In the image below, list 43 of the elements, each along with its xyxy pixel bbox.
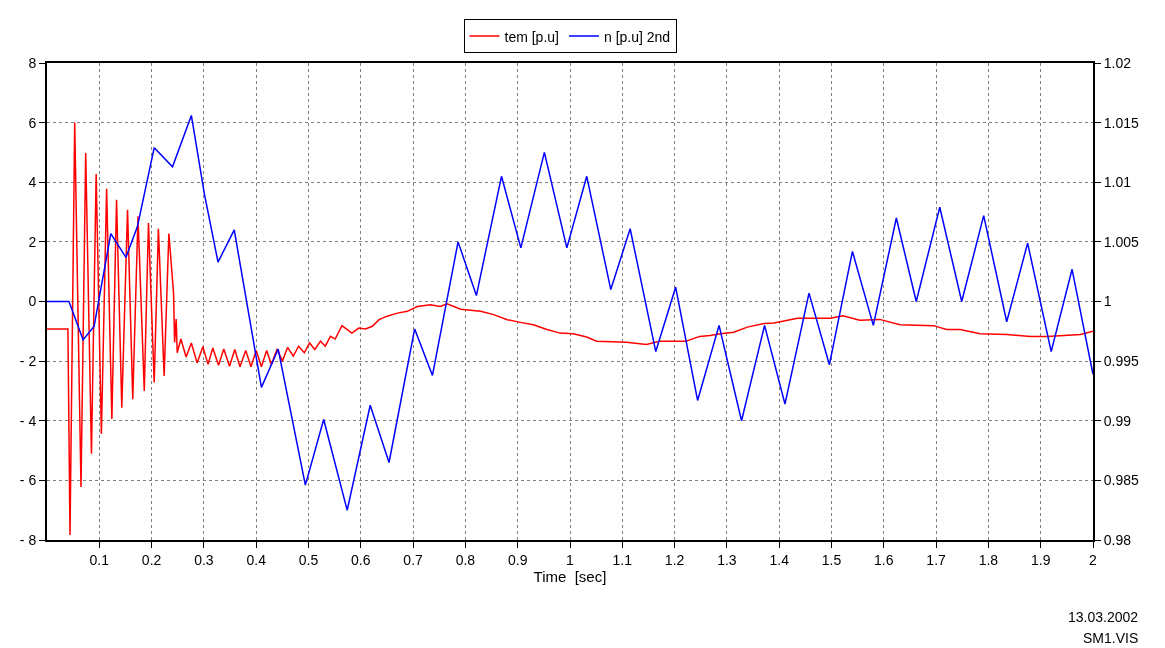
y2-tick-label: 0.99 — [1103, 412, 1132, 429]
x-tick-label: 1.6 — [874, 551, 894, 568]
x-tick-label: 0.6 — [351, 551, 371, 568]
y2-tick-label: 1.005 — [1103, 233, 1140, 250]
text: 13.03.2002 — [1068, 609, 1139, 625]
text: SM1.VIS — [1083, 630, 1139, 646]
x-tick-label: 0.7 — [403, 551, 424, 568]
x-axis-title: Time [sec] — [533, 567, 607, 585]
y2-tick-label: 0.98 — [1103, 531, 1132, 548]
y2-tick-label: 1.01 — [1103, 174, 1132, 191]
x-tick-label: 0.4 — [246, 551, 267, 568]
x-tick-label: 0.1 — [89, 551, 110, 568]
x-tick-label: 1.8 — [978, 551, 999, 568]
y-tick-label: 0 — [28, 293, 37, 310]
x-tick-label: 0.9 — [507, 551, 528, 568]
y2-tick-label: 0.985 — [1103, 472, 1140, 489]
y2-tick-label: 1.02 — [1103, 54, 1132, 71]
x-tick-label: 1 — [566, 551, 575, 568]
y-tick-label: 4 — [28, 174, 37, 191]
x-tick-label: 1.9 — [1030, 551, 1051, 568]
x-tick-label: 1.2 — [664, 551, 685, 568]
x-tick-label: 0.2 — [141, 551, 162, 568]
x-tick-label: 1.5 — [821, 551, 842, 568]
y-tick-label: - 6 — [19, 472, 37, 489]
x-tick-label: 0.8 — [455, 551, 476, 568]
x-tick-label: 1.1 — [612, 551, 633, 568]
legend-label: n [p.u] 2nd — [603, 28, 671, 45]
x-tick-label: 2 — [1089, 551, 1098, 568]
y-tick-label: - 8 — [19, 531, 37, 548]
x-tick-label: 0.5 — [298, 551, 319, 568]
y-tick-label: - 4 — [19, 412, 37, 429]
y2-tick-label: 1.015 — [1103, 114, 1140, 131]
x-tick-label: 1.7 — [926, 551, 947, 568]
x-tick-label: 1.3 — [717, 551, 737, 568]
y-tick-label: 6 — [28, 114, 37, 131]
y-tick-label: - 2 — [19, 353, 37, 370]
y2-tick-label: 0.995 — [1103, 353, 1140, 370]
x-tick-label: 1.4 — [769, 551, 790, 568]
y2-tick-label: 1 — [1103, 293, 1112, 310]
y-tick-label: 8 — [28, 54, 37, 71]
y-tick-label: 2 — [28, 233, 37, 250]
legend-label: tem [p.u] — [504, 28, 559, 45]
x-tick-label: 0.3 — [194, 551, 214, 568]
